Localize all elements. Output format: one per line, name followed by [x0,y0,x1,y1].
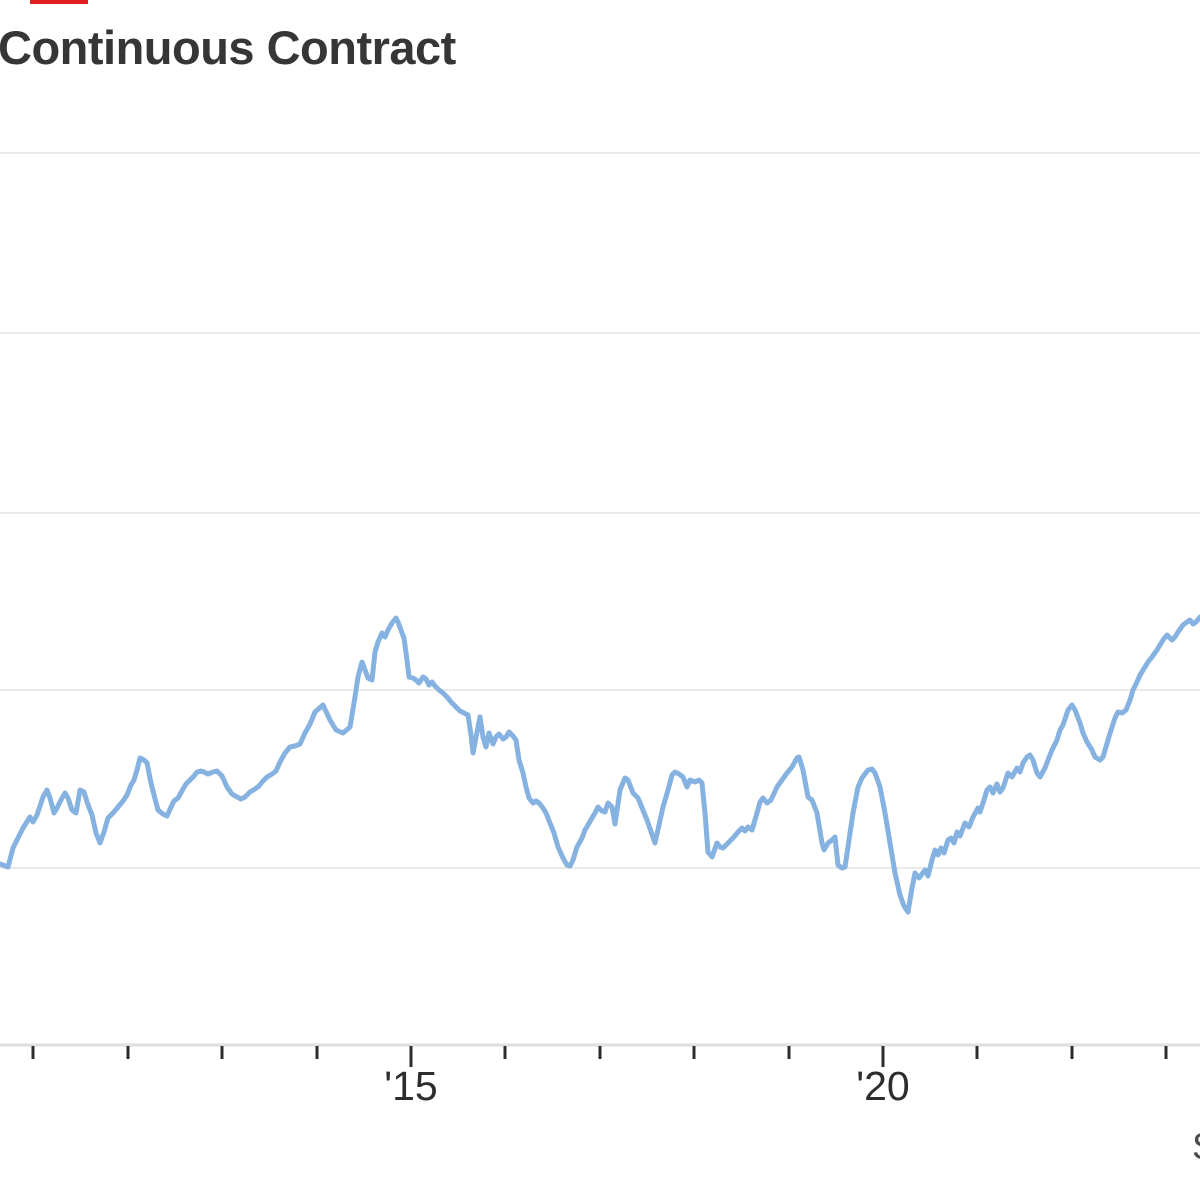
red-accent-bar [30,0,88,4]
svg-text:'20: '20 [856,1063,909,1109]
y-gridlines [0,152,1200,869]
svg-text:'15: '15 [384,1063,437,1109]
price-line-series [0,614,1200,915]
source-label: S [1192,1126,1200,1168]
x-axis-ticks [31,1046,1168,1067]
x-axis-tick-labels: '15 '20 [384,1063,909,1109]
chart-title: Continuous Contract [0,21,456,74]
